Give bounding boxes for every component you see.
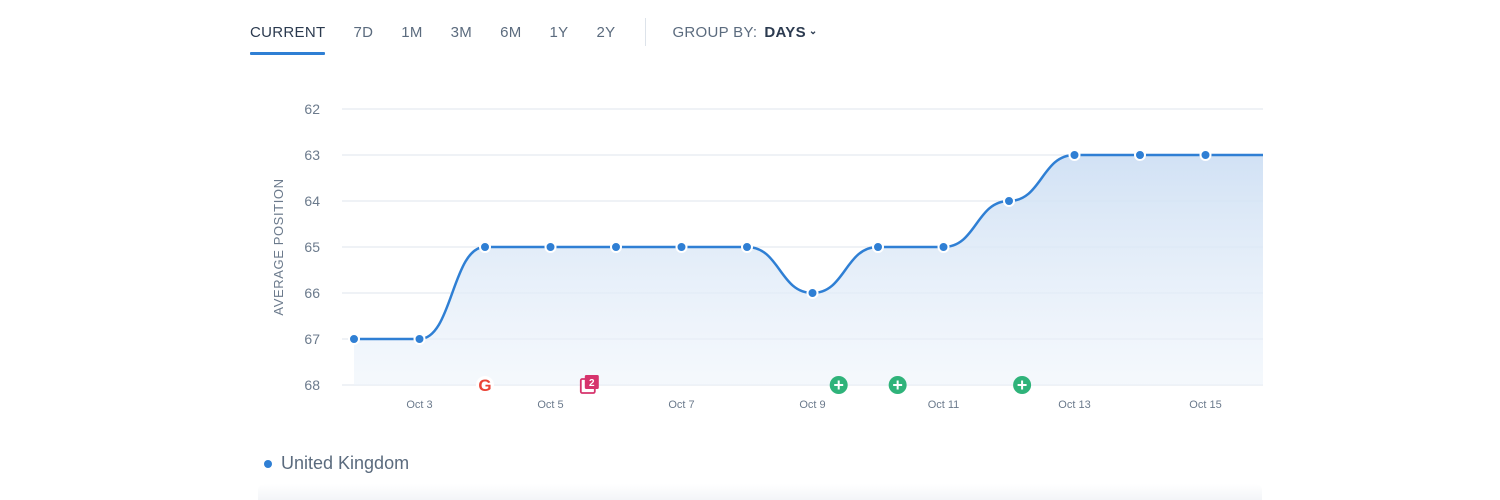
svg-text:G: G [478, 376, 491, 395]
period-tabs: CURRENT 7D 1M 3M 6M 1Y 2Y GROUP BY: DAYS… [250, 18, 818, 62]
tab-7d[interactable]: 7D [353, 24, 374, 41]
position-chart: 62 63 64 65 66 67 68 AVERAGE POSITION Oct 3 Oct 5… [271, 101, 1263, 411]
plus-icon [888, 376, 907, 394]
group-by: GROUP BY: DAYS ⌄ [672, 18, 817, 41]
group-by-dropdown[interactable]: DAYS ⌄ [764, 24, 817, 41]
tab-1y[interactable]: 1Y [549, 24, 569, 41]
data-point [741, 241, 753, 253]
data-point [675, 241, 688, 253]
legend-label[interactable]: United Kingdom [281, 453, 410, 473]
y-tick-label: 66 [304, 285, 320, 301]
data-point [348, 333, 360, 345]
tab-divider [645, 18, 647, 46]
data-point [1134, 149, 1146, 161]
bottom-panel-edge [258, 484, 1262, 500]
data-point [610, 241, 622, 253]
tab-6m[interactable]: 6M [500, 24, 522, 41]
data-point [872, 241, 884, 253]
x-tick-label: Oct 15 [1189, 399, 1221, 411]
data-point [806, 287, 819, 299]
chevron-down-icon: ⌄ [808, 26, 818, 37]
group-by-label: GROUP BY: [672, 24, 758, 41]
svg-text:2: 2 [589, 378, 595, 389]
data-point [1199, 149, 1212, 161]
tab-2y[interactable]: 2Y [596, 24, 616, 41]
y-tick-label: 67 [304, 331, 320, 347]
x-tick-label: Oct 9 [799, 399, 825, 411]
tab-current[interactable]: CURRENT [250, 18, 326, 55]
series-area [354, 155, 1263, 385]
x-tick-label: Oct 7 [668, 399, 694, 411]
data-point [413, 333, 426, 345]
tab-3m[interactable]: 3M [450, 24, 473, 41]
x-tick-label: Oct 11 [928, 399, 960, 411]
plus-icon [829, 376, 848, 394]
pages-icon: 2 [579, 375, 599, 394]
y-tick-label: 65 [304, 239, 320, 255]
tab-1m[interactable]: 1M [401, 24, 423, 41]
x-tick-label: Oct 3 [406, 399, 432, 411]
y-tick-label: 68 [304, 377, 320, 393]
legend-marker [264, 459, 272, 468]
data-point [544, 241, 557, 253]
x-tick-label: Oct 13 [1058, 399, 1090, 411]
data-point [937, 241, 950, 253]
y-tick-label: 63 [304, 147, 320, 163]
legend: United Kingdom [264, 453, 409, 474]
data-point [1068, 149, 1081, 161]
x-tick-label: Oct 5 [537, 399, 563, 411]
data-point [479, 241, 491, 253]
plus-icon [1013, 376, 1032, 394]
data-point [1003, 195, 1015, 207]
y-tick-label: 62 [304, 101, 320, 117]
google-icon: G [476, 376, 494, 395]
group-by-value: DAYS [764, 24, 806, 41]
y-axis-label: AVERAGE POSITION [271, 178, 286, 315]
y-tick-label: 64 [304, 193, 320, 209]
